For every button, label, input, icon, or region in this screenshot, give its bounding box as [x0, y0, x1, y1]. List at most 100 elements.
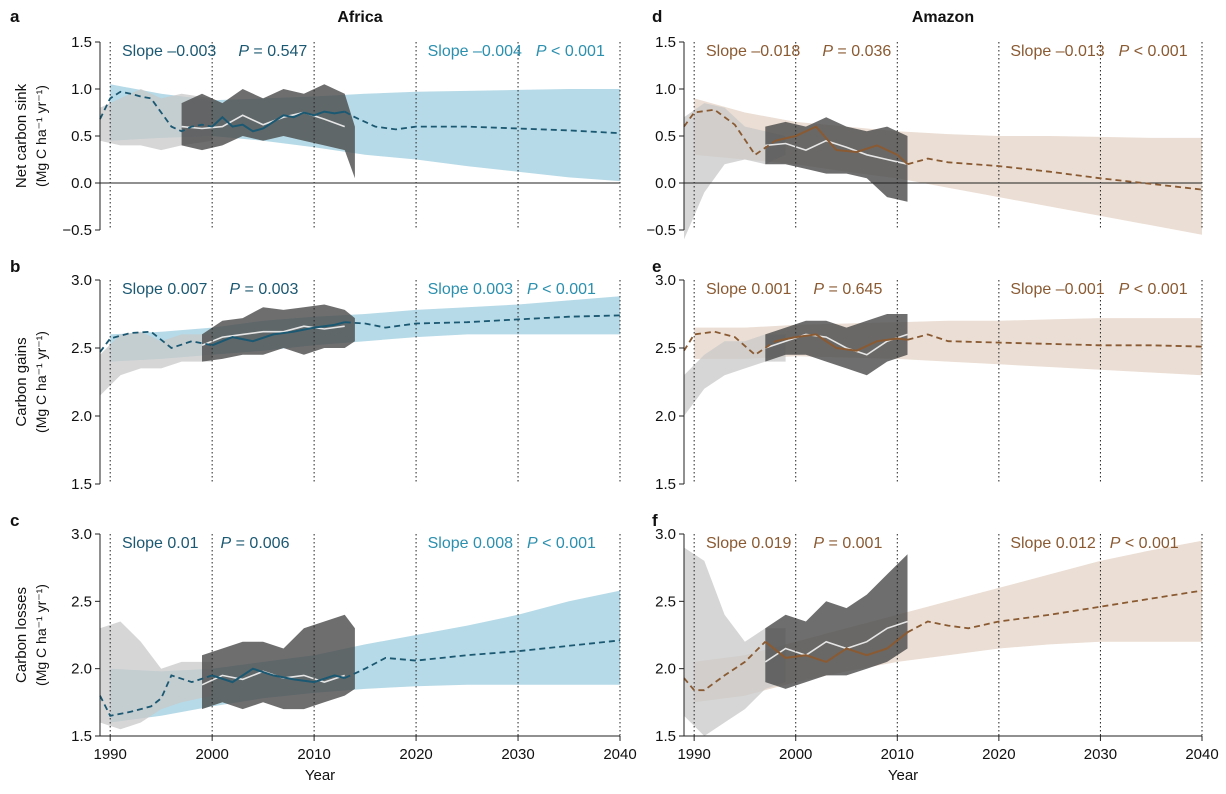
slope-value: Slope 0.003: [428, 281, 514, 298]
observed-mean-line: [765, 333, 908, 356]
y-tick-label: 0.0: [655, 175, 676, 192]
slope-value: Slope 0.001: [706, 281, 792, 298]
observed-envelope-early: [684, 547, 786, 736]
p-value: < 0.001: [538, 535, 596, 552]
p-symbol: P: [221, 535, 232, 552]
y-axis-label-line1: Net carbon sink: [13, 83, 30, 188]
model-line-projection: [907, 157, 1203, 191]
observed-envelope: [765, 554, 908, 689]
x-axis-label: Year: [305, 767, 335, 784]
model-line-early: [683, 330, 776, 356]
p-value: < 0.001: [547, 43, 605, 60]
y-axis-label-line1: Carbon gains: [13, 337, 30, 426]
model-line-early: [99, 674, 213, 717]
p-symbol: P: [813, 535, 824, 552]
y-tick-label: −0.5: [646, 222, 676, 239]
y-tick-label: 1.5: [655, 34, 676, 51]
y-tick-label: 1.5: [71, 476, 92, 493]
slope-value: Slope –0.003: [122, 43, 216, 60]
y-tick-label: 3.0: [71, 272, 92, 289]
y-tick-label: 1.0: [71, 81, 92, 98]
y-tick-label: 0.0: [71, 175, 92, 192]
p-value: < 0.001: [1120, 535, 1178, 552]
p-symbol: P: [1119, 43, 1130, 60]
y-axis-label-line1: Carbon losses: [13, 587, 30, 683]
p-symbol: P: [1119, 281, 1130, 298]
p-symbol: P: [238, 43, 249, 60]
observed-envelope-early: [684, 334, 786, 416]
p-symbol: P: [536, 43, 547, 60]
observed-mean-line: [201, 325, 345, 347]
model-line-projection: [344, 639, 621, 679]
y-tick-label: −0.5: [62, 222, 92, 239]
observed-envelope: [765, 314, 908, 376]
model-uncertainty-band: [694, 98, 1202, 235]
observed-envelope-early: [100, 621, 213, 730]
p-value: = 0.006: [231, 535, 289, 552]
model-line-projection: [907, 333, 1203, 348]
x-tick-label: 1990: [94, 746, 127, 763]
slope-annotation-right: Slope 0.012 P < 0.001: [1010, 535, 1178, 552]
observed-envelope: [202, 614, 355, 710]
panel-e: e 1.5 2.0 2.5 3.0 Slope 0.001 P = 0.645 Slope –…: [652, 257, 1203, 493]
observed-mean-line: [764, 620, 908, 663]
y-tick-label: 2.0: [71, 408, 92, 425]
p-value: = 0.003: [240, 281, 298, 298]
y-tick-label: 1.5: [655, 728, 676, 745]
x-tick-label: 2020: [982, 746, 1015, 763]
y-axis-label-row-2: Carbon losses (Mg C ha⁻¹ yr⁻¹): [13, 584, 49, 686]
slope-annotation-right: Slope –0.001 P < 0.001: [1010, 281, 1187, 298]
x-axis-label: Year: [888, 767, 918, 784]
slope-annotation-right: Slope 0.008 P < 0.001: [428, 535, 596, 552]
model-uncertainty-band: [110, 590, 620, 723]
panel-letter-e: e: [652, 257, 661, 276]
slope-annotation-left: Slope –0.003 P = 0.547: [122, 43, 307, 60]
y-axis-label-line2: (Mg C ha⁻¹ yr⁻¹): [33, 584, 49, 686]
observed-envelope-early: [684, 103, 786, 240]
p-symbol: P: [822, 43, 833, 60]
y-tick-label: 1.5: [71, 728, 92, 745]
x-tick-label: 2020: [399, 746, 432, 763]
slope-annotation-right: Slope –0.013 P < 0.001: [1010, 43, 1187, 60]
y-tick-label: 0.5: [71, 128, 92, 145]
x-tick-label: 1990: [677, 746, 710, 763]
x-tick-label: 2000: [779, 746, 812, 763]
y-tick-label: 2.5: [71, 340, 92, 357]
observed-envelope: [181, 84, 355, 179]
p-symbol: P: [813, 281, 824, 298]
panel-letter-c: c: [10, 511, 19, 530]
panel-f: f 1.5 2.0 2.5 3.0 1990 2000 2010 2020 2030 2040 Yea…: [652, 511, 1219, 784]
slope-annotation-right: Slope 0.003 P < 0.001: [428, 281, 596, 298]
y-axis-label-line2: (Mg C ha⁻¹ yr⁻¹): [33, 331, 49, 433]
column-title-africa: Africa: [337, 9, 382, 26]
x-tick-label: 2030: [501, 746, 534, 763]
p-symbol: P: [527, 281, 538, 298]
p-symbol: P: [527, 535, 538, 552]
p-value: < 0.001: [1129, 43, 1187, 60]
y-axis-label-line2: (Mg C ha⁻¹ yr⁻¹): [33, 85, 49, 187]
y-tick-label: 0.5: [655, 128, 676, 145]
y-tick-label: 2.5: [71, 593, 92, 610]
slope-annotation-left: Slope 0.01 P = 0.006: [122, 535, 290, 552]
p-value: < 0.001: [1129, 281, 1187, 298]
y-tick-label: 2.5: [655, 340, 676, 357]
p-symbol: P: [229, 281, 240, 298]
p-value: = 0.036: [833, 43, 891, 60]
y-axis-label-row-0: Net carbon sink (Mg C ha⁻¹ yr⁻¹): [13, 83, 49, 188]
y-tick-label: 2.0: [655, 661, 676, 678]
x-tick-label: 2030: [1084, 746, 1117, 763]
observed-envelope-early: [100, 331, 213, 396]
p-value: = 0.001: [824, 535, 882, 552]
y-tick-label: 3.0: [655, 272, 676, 289]
observed-mean-line: [765, 139, 908, 165]
x-tick-label: 2040: [603, 746, 636, 763]
model-line-observed-period: [211, 667, 345, 684]
slope-value: Slope –0.018: [706, 43, 800, 60]
slope-annotation-right: Slope –0.004 P < 0.001: [428, 43, 605, 60]
slope-annotation-left: Slope 0.001 P = 0.645: [706, 281, 882, 298]
model-line-early: [683, 108, 776, 157]
x-tick-label: 2010: [297, 746, 330, 763]
